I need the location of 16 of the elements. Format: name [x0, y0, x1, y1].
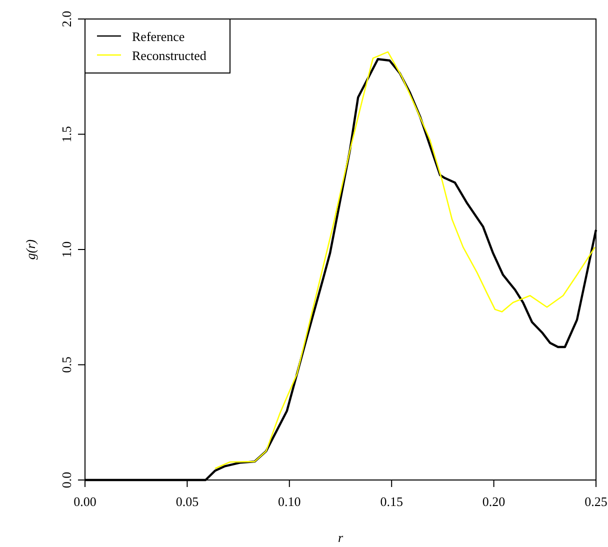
y-tick-label: 1.5	[59, 126, 74, 142]
y-tick-label: 2.0	[59, 10, 74, 28]
y-tick-label: 0.0	[59, 472, 74, 488]
x-tick-label: 0.20	[482, 494, 506, 509]
x-tick-label: 0.00	[74, 494, 96, 509]
x-tick-label: 0.15	[380, 494, 403, 509]
y-tick-label: 0.5	[59, 356, 74, 373]
y-axis-title: g(r)	[23, 239, 38, 260]
x-tick-label: 0.25	[584, 494, 608, 509]
x-tick-label: 0.05	[176, 494, 199, 509]
legend-label: Reference	[132, 29, 185, 44]
line-series	[214, 51, 596, 470]
x-tick-label: 0.10	[278, 494, 301, 509]
y-tick-label: 1.0	[59, 241, 74, 258]
legend-label: Reconstructed	[132, 48, 207, 63]
x-axis-title: r	[338, 530, 344, 545]
